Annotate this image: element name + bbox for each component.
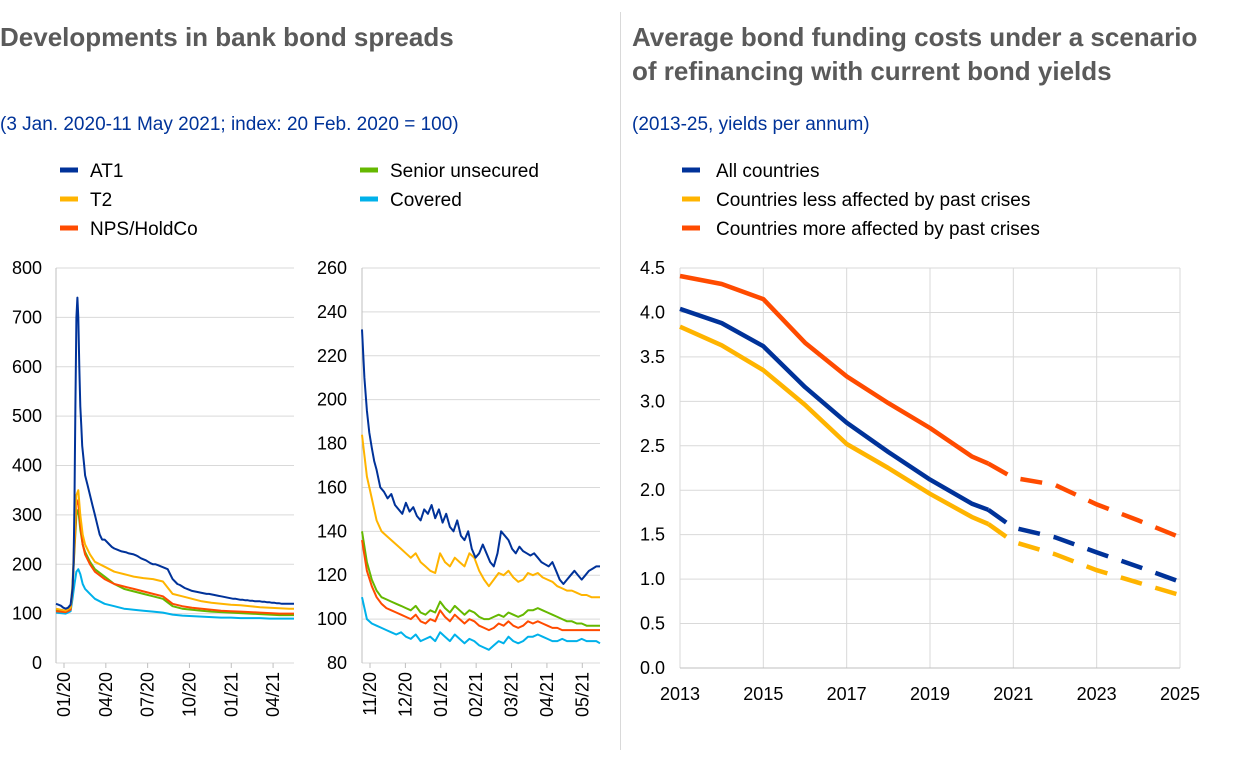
y-tick-label: 120: [317, 565, 347, 585]
legend-label: Senior unsecured: [390, 161, 539, 182]
left-panel-title: Developments in bank bond spreads: [0, 22, 454, 52]
y-tick-label: 100: [12, 604, 42, 624]
y-tick-label: 300: [12, 505, 42, 525]
series-line-spreads-full: [55, 489, 294, 612]
series-line-actual: [679, 306, 990, 512]
legend-label: Countries more affected by past crises: [716, 219, 1040, 240]
x-tick-label: 2019: [910, 684, 950, 704]
y-tick-label: 0.5: [640, 614, 665, 634]
y-tick-label: 1.0: [640, 569, 665, 589]
y-tick-label: 500: [12, 406, 42, 426]
x-tick-label: 2023: [1077, 684, 1117, 704]
x-tick-label: 04/21: [537, 672, 557, 717]
y-tick-label: 140: [317, 521, 347, 541]
y-tick-label: 700: [12, 307, 42, 327]
series-line-actual: [679, 324, 990, 527]
x-tick-label: 01/21: [431, 672, 451, 717]
y-tick-label: 200: [317, 390, 347, 410]
legend-label: Countries less affected by past crises: [716, 190, 1030, 211]
x-tick-label: 2025: [1160, 684, 1200, 704]
y-tick-label: 0: [32, 653, 42, 673]
legend-label: NPS/HoldCo: [90, 219, 198, 240]
series-line-spreads-full: [55, 568, 294, 620]
y-tick-label: 240: [317, 302, 347, 322]
y-tick-label: 160: [317, 477, 347, 497]
series-line-spreads-zoom: [361, 531, 600, 627]
x-tick-label: 01/20: [54, 672, 74, 717]
x-tick-label: 2015: [743, 684, 783, 704]
x-tick-label: 12/20: [395, 672, 415, 717]
legend-label: Covered: [390, 190, 462, 211]
series-line-spreads-zoom: [361, 539, 600, 632]
series-line-spreads-full: [55, 296, 294, 610]
x-tick-label: 05/21: [572, 672, 592, 717]
y-tick-label: 3.5: [640, 347, 665, 367]
series-line-spreads-zoom: [361, 596, 601, 651]
y-tick-label: 600: [12, 357, 42, 377]
x-tick-label: 04/21: [263, 672, 283, 717]
x-tick-label: 04/20: [96, 672, 116, 717]
series-line-spreads-zoom: [361, 329, 600, 585]
series-line-projection: [987, 461, 1181, 540]
y-tick-label: 4.5: [640, 258, 665, 278]
y-tick-label: 260: [317, 258, 347, 278]
panel-divider: [620, 12, 621, 750]
y-tick-label: 800: [12, 258, 42, 278]
x-tick-label: 2021: [993, 684, 1033, 704]
legend-label: AT1: [90, 161, 123, 182]
right-panel-title-line1: Average bond funding costs under a scena…: [632, 22, 1198, 52]
y-tick-label: 2.0: [640, 480, 665, 500]
y-tick-label: 1.5: [640, 525, 665, 545]
series-line-actual: [679, 273, 990, 466]
series-line-spreads-full: [55, 508, 294, 617]
x-tick-label: 11/20: [360, 672, 380, 716]
right-panel-subtitle: (2013-25, yields per annum): [632, 114, 870, 135]
right-panel-title-line2: of refinancing with current bond yields: [632, 56, 1112, 86]
x-tick-label: 01/21: [221, 672, 241, 717]
x-tick-label: 2017: [827, 684, 867, 704]
x-tick-label: 10/20: [179, 672, 199, 717]
x-tick-label: 2013: [660, 684, 700, 704]
y-tick-label: 220: [317, 346, 347, 366]
y-tick-label: 0.0: [640, 658, 665, 678]
x-tick-label: 03/21: [502, 672, 522, 717]
y-tick-label: 180: [317, 434, 347, 454]
y-tick-label: 80: [327, 653, 347, 673]
left-panel-subtitle: (3 Jan. 2020-11 May 2021; index: 20 Feb.…: [0, 114, 459, 135]
y-tick-label: 3.0: [640, 391, 665, 411]
y-tick-label: 200: [12, 554, 42, 574]
y-tick-label: 2.5: [640, 436, 665, 456]
series-line-spreads-zoom: [361, 434, 600, 599]
x-tick-label: 02/21: [466, 672, 486, 717]
series-line-projection: [986, 507, 1181, 584]
legend-label: All countries: [716, 161, 820, 182]
x-tick-label: 07/20: [138, 672, 158, 717]
legend-label: T2: [90, 190, 112, 211]
y-tick-label: 100: [317, 609, 347, 629]
y-tick-label: 400: [12, 456, 42, 476]
y-tick-label: 4.0: [640, 302, 665, 322]
